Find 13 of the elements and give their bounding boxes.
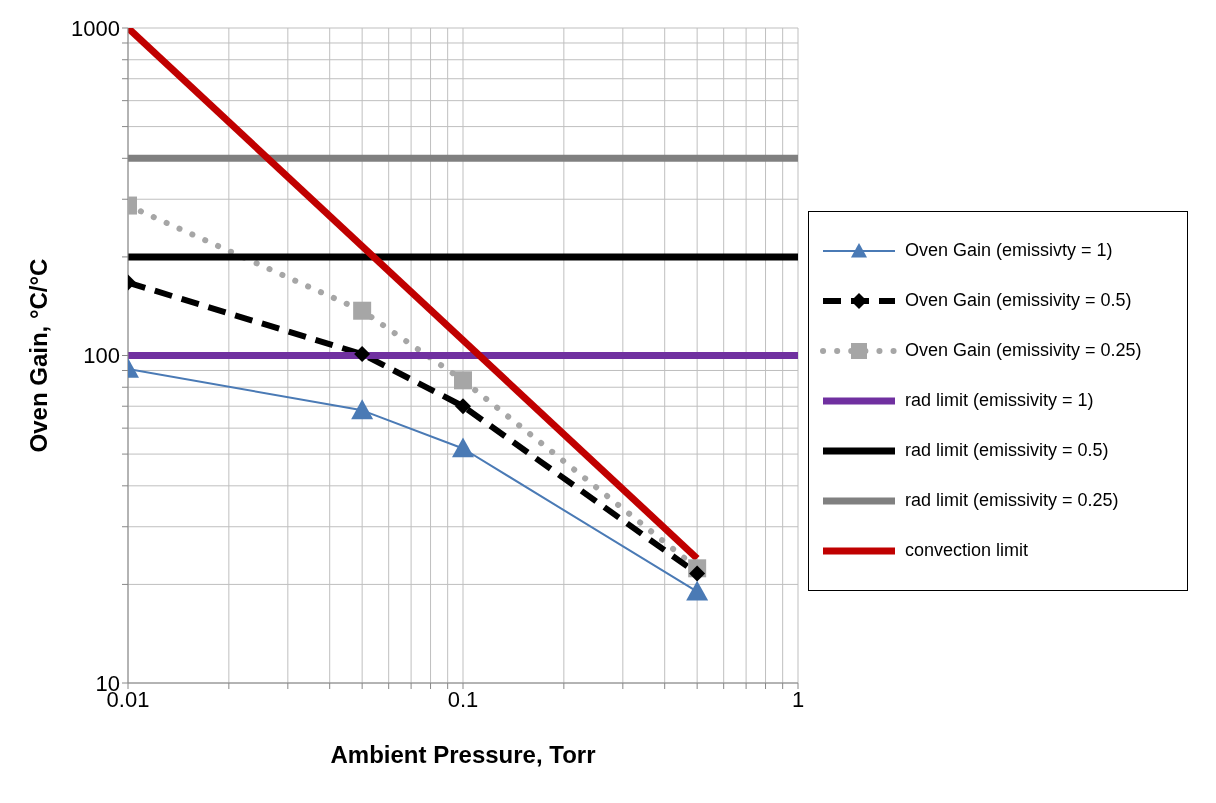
legend-label: convection limit <box>905 540 1029 561</box>
x-tick-label: 0.1 <box>447 686 479 712</box>
y-axis-title: Oven Gain, °C/°C <box>24 258 52 453</box>
legend-label: Oven Gain (emissivty = 1) <box>905 240 1113 261</box>
x-tick-label: 1 <box>791 686 805 712</box>
legend-label: Oven Gain (emissivity = 0.25) <box>905 340 1142 361</box>
y-tick-label: 1000 <box>71 15 120 41</box>
y-tick-label: 100 <box>83 343 120 369</box>
legend-label: Oven Gain (emissivity = 0.5) <box>905 290 1132 311</box>
x-axis-title: Ambient Pressure, Torr <box>330 741 596 768</box>
legend-label: rad limit (emissivity = 0.25) <box>905 490 1119 511</box>
legend-label: rad limit (emissivity = 1) <box>905 390 1094 411</box>
legend-label: rad limit (emissivity = 0.5) <box>905 440 1109 461</box>
